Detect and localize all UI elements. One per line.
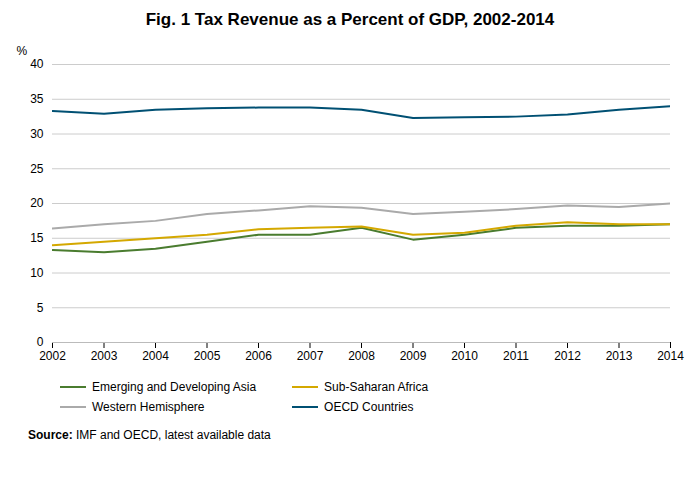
svg-text:35: 35 (30, 92, 44, 106)
svg-text:2011: 2011 (503, 349, 529, 363)
svg-text:2003: 2003 (91, 349, 118, 363)
html-text:Emerging and Developing Asia: Emerging and Developing Asia (92, 380, 257, 394)
svg-text:15: 15 (30, 231, 44, 245)
html-text:Sub-Saharan Africa: Sub-Saharan Africa (324, 380, 429, 394)
svg-text:2005: 2005 (194, 349, 221, 363)
svg-text:10: 10 (30, 266, 44, 280)
svg-text:2004: 2004 (142, 349, 169, 363)
svg-text:2002: 2002 (39, 349, 66, 363)
html-text:OECD Countries: OECD Countries (324, 400, 414, 414)
svg-text:2008: 2008 (348, 349, 375, 363)
svg-text:2014: 2014 (657, 349, 684, 363)
svg-text:2009: 2009 (400, 349, 427, 363)
svg-text:20: 20 (30, 196, 44, 210)
svg-text:%: % (17, 44, 28, 58)
svg-text:0: 0 (37, 335, 44, 349)
svg-text:2006: 2006 (245, 349, 272, 363)
svg-text:2010: 2010 (451, 349, 478, 363)
svg-text:5: 5 (37, 301, 44, 315)
html-text:Fig. 1 Tax Revenue as a Percen: Fig. 1 Tax Revenue as a Percent of GDP, … (145, 10, 555, 29)
svg-text:2007: 2007 (297, 349, 324, 363)
svg-text:2013: 2013 (606, 349, 633, 363)
svg-text:40: 40 (30, 57, 44, 71)
svg-text:25: 25 (30, 162, 44, 176)
svg-text:30: 30 (30, 127, 44, 141)
svg-text:2012: 2012 (554, 349, 581, 363)
html-text:Western Hemisphere: Western Hemisphere (92, 400, 205, 414)
html-text:Source: IMF and OECD, latest a: Source: IMF and OECD, latest available d… (28, 428, 271, 442)
